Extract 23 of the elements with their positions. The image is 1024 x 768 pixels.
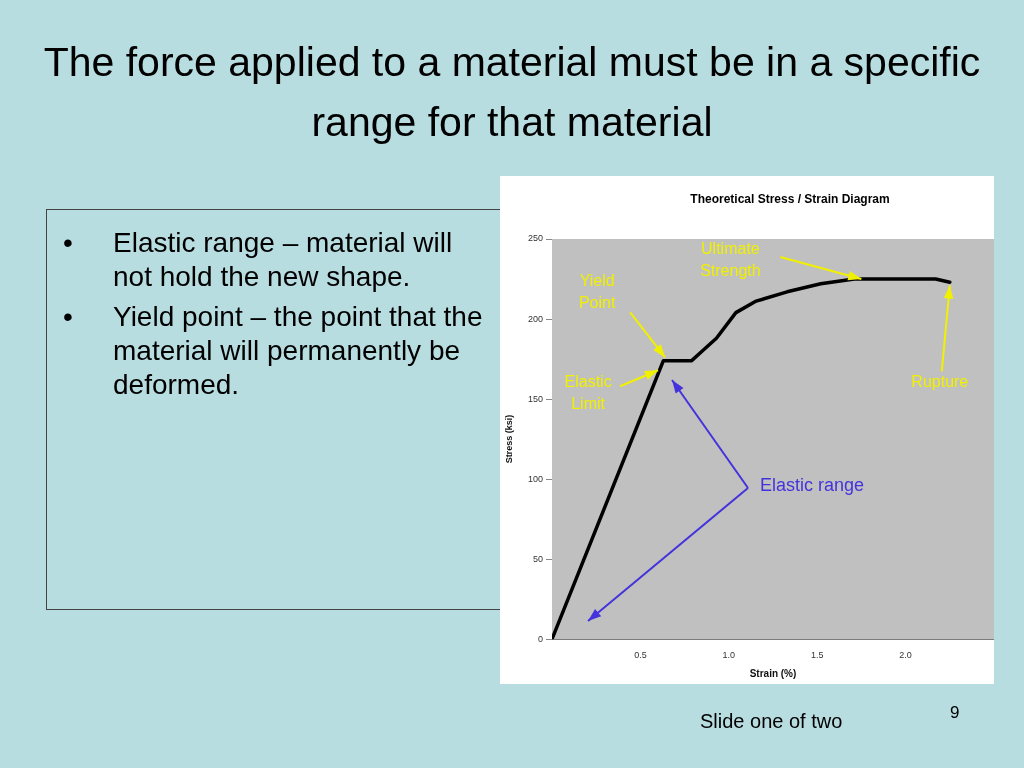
y-tick-label: 50 (532, 553, 543, 564)
text: • Yield point – the point that the material will permanently be deformed. (63, 301, 483, 400)
y-tick-label: 150 (527, 393, 543, 404)
y-tick-label: 100 (527, 473, 543, 484)
x-axis-title: Strain (%) (749, 667, 797, 679)
annotation: Ultimate Strength (700, 240, 761, 280)
annotation: Elastic Limit (564, 372, 612, 412)
annotation: Yield Point (578, 271, 616, 311)
text: 9 (950, 703, 960, 723)
chart-title: The force applied to a material must be in a specific range for that material (42, 38, 982, 147)
x-tick-label: 0.5 (634, 650, 647, 661)
x-tick-label: 2.0 (899, 650, 912, 661)
annotation: Rupture (911, 372, 969, 390)
chart-subtitle: Theoretical Stress / Strain Diagram (690, 192, 890, 207)
text: Slide one of two (700, 710, 843, 733)
y-axis-title: Stress (ksi) (503, 414, 514, 464)
x-tick-label: 1.0 (722, 650, 736, 661)
x-tick-label: 1.5 (810, 650, 824, 661)
y-tick-label: 200 (527, 313, 543, 324)
annotation: Elastic range (760, 474, 865, 495)
y-tick-label: 0 (537, 633, 543, 644)
text: • Elastic range – material will not hold the new shape. (63, 227, 453, 292)
y-tick-label: 250 (527, 233, 543, 244)
